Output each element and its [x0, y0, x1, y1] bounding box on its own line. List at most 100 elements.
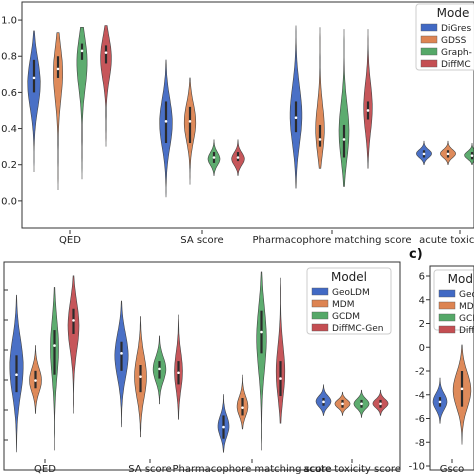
panel-c-legend: Modi GeoL MDM GCDM Diff [433, 269, 474, 336]
top-median-1-4 [422, 152, 426, 156]
bottom-left-median-2-1 [34, 379, 37, 382]
panel-c-y-tick-labels: 6 4 2 0 -2 -4 -6 -8 -10 [409, 272, 430, 473]
top-median-2-3 [318, 138, 322, 141]
panel-c-median-1-1 [438, 400, 442, 404]
top-legend-swatch-3 [420, 47, 438, 56]
top-median-2-2 [188, 120, 192, 123]
top-violin-4-3 [363, 29, 373, 169]
bottom-left-legend-swatch-2 [311, 299, 329, 308]
bottom-left-median-2-2 [139, 375, 142, 378]
top-violin-4-1 [100, 25, 112, 147]
panel-c-y-tick-label-2: 4 [419, 295, 425, 306]
panel-c-y-tick-label-8: -8 [415, 438, 425, 449]
top-frame-rect [21, 1, 474, 229]
panel-c-category-labels: Gsco [440, 459, 465, 474]
top-y-tick-label-2: 0.2 [1, 160, 17, 171]
bottom-left-violin-4-3 [275, 277, 286, 424]
top-violin-1-1 [27, 30, 41, 172]
top-category-label-4: acute toxicity sc [419, 235, 474, 246]
bottom-left-category-label-4: acute toxicity score [303, 464, 401, 474]
top-median-4-2 [236, 156, 240, 159]
bottom-left-median-4-4 [379, 402, 382, 406]
panel-c-y-tick-label-1: 6 [419, 272, 425, 283]
bottom-left-legend-swatch-3 [311, 311, 329, 320]
panel-c-legend-label-4: Diff [459, 326, 474, 336]
panel-c-y-tick-label-9: -10 [409, 462, 425, 473]
bottom-left-legend-title: Model [331, 270, 367, 284]
bottom-left-median-1-3 [222, 425, 225, 429]
top-median-2-1 [56, 67, 60, 71]
panel-c-legend-swatch-2 [438, 301, 456, 310]
panel-c: c) 6 4 2 0 -2 -4 -6 -8 -10 Modi GeoL MDM GCDM Diff G… [409, 247, 474, 474]
top-violin-2-3 [315, 27, 325, 169]
top-median-4-1 [104, 51, 108, 54]
top-category-label-3: Pharmacophore matching score [252, 235, 411, 246]
top-legend-label-4: DiffMC [441, 60, 471, 70]
top-violin-3-1 [76, 27, 88, 180]
top-legend-swatch-1 [420, 23, 438, 32]
top-median-3-2 [212, 156, 216, 159]
bottom-left-frame-rect [3, 261, 401, 471]
panel-c-legend-label-3: GCDM [459, 314, 474, 324]
top-panel: 0.0 0.2 0.4 0.6 0.8 1.0 QED SA score Pharmacoph… [1, 1, 474, 246]
top-category-labels: QED SA score Pharmacophore matching score a… [59, 230, 474, 246]
top-legend-label-3: Graph- [441, 48, 472, 58]
panel-c-label: c) [409, 247, 423, 262]
top-y-tick-label-3: 0.4 [1, 124, 17, 135]
panel-c-legend-swatch-4 [438, 325, 456, 334]
bottom-left-median-1-2 [120, 352, 123, 355]
top-violins [27, 25, 474, 198]
bottom-left-legend-label-2: MDM [332, 300, 354, 310]
bottom-left-median-3-3 [260, 330, 263, 334]
top-violin-3-3 [338, 29, 350, 187]
bottom-left-legend-label-4: DiffMC-Gen [332, 324, 383, 334]
bottom-left-category-label-3: Pharmacophore matching score [172, 464, 331, 474]
bottom-left-category-label-2: SA score [128, 464, 171, 474]
top-median-3-4 [470, 154, 474, 157]
panel-c-legend-title: Modi [448, 272, 474, 286]
panel-c-legend-swatch-3 [438, 313, 456, 322]
top-y-tick-label-5: 0.8 [1, 52, 17, 63]
panel-c-legend-label-2: MDM [459, 302, 474, 312]
panel-c-axes-frame [429, 265, 474, 471]
panel-c-legend-label-1: GeoL [459, 290, 474, 300]
top-median-2-4 [446, 152, 450, 156]
panel-c-y-tick-label-4: 0 [419, 343, 425, 354]
panel-c-y-tick-label-5: -2 [415, 367, 425, 378]
top-y-tick-labels: 0.0 0.2 0.4 0.6 0.8 1.0 [1, 16, 22, 207]
panel-c-violins [432, 344, 472, 445]
panel-c-category-label-1: Gsco [440, 464, 465, 474]
bottom-left-median-3-1 [53, 344, 56, 347]
bottom-left-violins [9, 271, 389, 453]
top-median-3-1 [80, 49, 84, 53]
panel-c-median-2-1 [460, 387, 464, 391]
bottom-left-category-label-1: QED [34, 464, 56, 474]
top-category-label-1: QED [59, 235, 81, 246]
bottom-left-legend: Model GeoLDM MDM GCDM DiffMC-Gen [306, 267, 392, 335]
top-median-1-2 [164, 120, 168, 123]
top-category-label-2: SA score [180, 235, 223, 246]
bottom-left-legend-swatch-4 [311, 323, 329, 332]
bottom-left-median-4-1 [72, 319, 75, 322]
top-legend-label-2: GDSS [441, 36, 467, 46]
bottom-left-median-3-2 [158, 367, 161, 371]
top-median-4-3 [366, 109, 370, 112]
panel-c-y-tick-label-3: 2 [419, 319, 425, 330]
top-y-tick-label-4: 0.6 [1, 88, 17, 99]
top-legend-swatch-2 [420, 35, 438, 44]
top-y-tick-label-6: 1.0 [1, 16, 17, 27]
top-legend: Mode DiGres GDSS Graph- DiffMC [415, 3, 474, 71]
top-legend-title: Mode [437, 6, 470, 20]
bottom-left-violin-3-3 [256, 271, 267, 451]
top-median-1-3 [294, 116, 298, 120]
bottom-left-panel: QED SA score Pharmacophore matching scorea… [3, 261, 401, 474]
bottom-left-median-3-4 [360, 402, 363, 406]
bottom-left-median-2-3 [241, 406, 244, 409]
top-median-3-3 [342, 138, 346, 141]
bottom-left-category-labels: QED SA score Pharmacophore matching scorea… [34, 459, 401, 474]
bottom-left-legend-label-3: GCDM [332, 312, 360, 322]
bottom-left-median-4-3 [279, 377, 282, 380]
top-median-1-1 [32, 76, 36, 80]
bottom-left-legend-swatch-1 [311, 287, 329, 296]
